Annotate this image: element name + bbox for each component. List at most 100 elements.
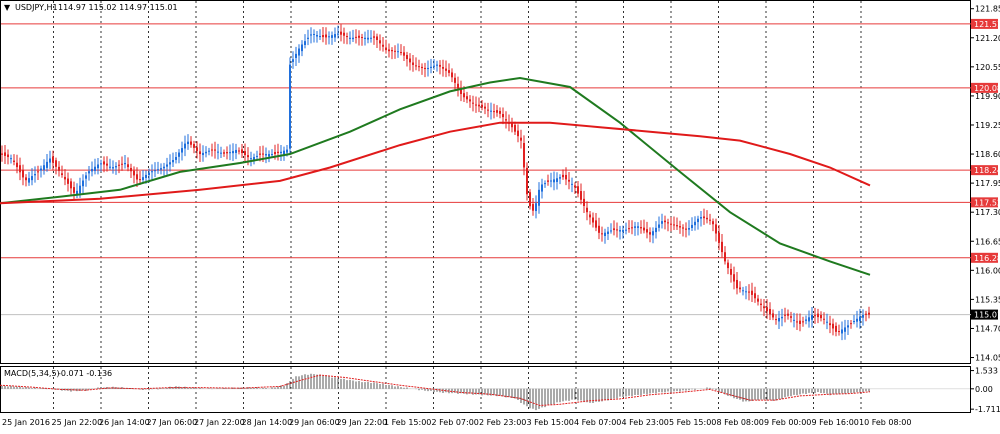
candle-body [64, 176, 66, 180]
candle-body [655, 227, 657, 233]
macd-y-tick-label: 0.00 [975, 385, 993, 394]
candle-body [241, 149, 243, 154]
candle-body [817, 313, 819, 318]
candle-body [43, 165, 45, 171]
price-level-label: 120.08 [974, 84, 1000, 93]
x-tick-label: 4 Feb 07:00 [574, 418, 621, 427]
candle-body [250, 158, 252, 160]
candle-body [178, 152, 180, 157]
candle-body [76, 190, 78, 195]
candle-body [541, 184, 543, 192]
candle-body [256, 155, 258, 157]
candle-body [457, 83, 459, 89]
candle-body [532, 204, 534, 211]
candle-body [763, 306, 765, 309]
candle-body [610, 230, 612, 232]
candle-body [25, 177, 27, 181]
candle-body [640, 227, 642, 229]
candle-body [724, 252, 726, 262]
candle-body [61, 173, 63, 176]
candle-body [409, 58, 411, 63]
candle-body [463, 93, 465, 98]
price-axis: 121.51 120.08 118.24 117.52 116.28 115.01 121.… [970, 5, 1000, 414]
candle-body [343, 32, 345, 36]
candle-body [451, 72, 453, 78]
candle-body [358, 35, 360, 38]
symbol-title: USDJPY,H1 [15, 3, 58, 12]
candle-body [376, 36, 378, 41]
candle-body [823, 318, 825, 320]
candle-body [28, 178, 30, 183]
candle-body [673, 224, 675, 226]
candle-body [124, 162, 126, 165]
candle-body [625, 229, 627, 231]
current-price-label: 115.01 [974, 311, 1000, 320]
candle-body [715, 224, 717, 234]
candle-body [355, 36, 357, 38]
candle-body [484, 106, 486, 109]
x-tick-label: 9 Feb 00:00 [764, 418, 811, 427]
candle-body [538, 189, 540, 206]
candle-body [580, 191, 582, 200]
candle-body [709, 219, 711, 221]
candle-body [808, 317, 810, 322]
x-tick-label: 26 Jan 14:00 [99, 418, 150, 427]
candle-body [235, 149, 237, 153]
candle-body [319, 36, 321, 38]
candle-body [283, 150, 285, 155]
candle-body [688, 228, 690, 230]
candle-body [865, 313, 867, 315]
candle-body [439, 64, 441, 67]
candle-body [757, 298, 759, 302]
candle-body [496, 110, 498, 113]
candle-body [847, 325, 849, 328]
candle-body [100, 163, 102, 165]
candle-body [478, 104, 480, 107]
candle-body [637, 226, 639, 228]
candle-body [685, 228, 687, 230]
candle-body [67, 178, 69, 184]
candle-body [598, 225, 600, 233]
candle-body [349, 37, 351, 39]
candle-body [523, 143, 525, 168]
candle-body [445, 68, 447, 71]
macd-values: -0.071 -0.136 [58, 369, 112, 378]
x-tick-label: 10 Feb 08:00 [859, 418, 911, 427]
candle-body [31, 176, 33, 181]
candle-body [13, 160, 15, 162]
candle-body [139, 179, 141, 181]
candle-body [505, 119, 507, 121]
candle-body [82, 180, 84, 187]
candle-body [253, 157, 255, 160]
candle-body [613, 228, 615, 231]
candle-body [199, 151, 201, 155]
candle-body [769, 308, 771, 315]
candle-body [379, 40, 381, 44]
candle-body [418, 66, 420, 68]
macd-histogram [0, 373, 971, 411]
candle-body [751, 290, 753, 295]
candle-body [616, 229, 618, 231]
candle-body [691, 224, 693, 229]
ma-slow-line [0, 121, 871, 205]
candle-body [826, 321, 828, 323]
candle-body [433, 65, 435, 67]
price-level-tag [971, 197, 998, 208]
candle-body [517, 130, 519, 137]
candle-body [58, 166, 60, 171]
candle-body [772, 313, 774, 318]
chart-header: ▼ USDJPY,H1 114.97 115.02 114.97 115.01 [4, 3, 178, 12]
candle-body [742, 290, 744, 292]
candle-body [181, 148, 183, 153]
candle-body [136, 174, 138, 180]
macd-signal-line [0, 374, 871, 407]
candle-body [427, 67, 429, 70]
price-level-tag [971, 82, 998, 93]
x-tick-label: 29 Jan 06:00 [289, 418, 340, 427]
symbol-dropdown-icon[interactable]: ▼ [4, 3, 11, 12]
candle-body [811, 315, 813, 320]
candle-body [226, 152, 228, 154]
candle-body [472, 102, 474, 104]
candle-body [34, 174, 36, 176]
